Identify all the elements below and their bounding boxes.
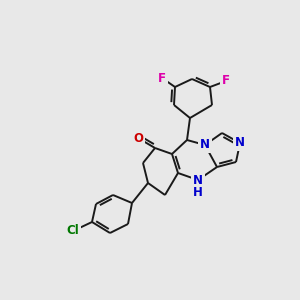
Text: N: N: [193, 173, 203, 187]
Text: F: F: [222, 74, 230, 88]
Text: N: N: [200, 139, 210, 152]
Text: H: H: [193, 185, 203, 199]
Text: Cl: Cl: [67, 224, 80, 238]
Text: N: N: [235, 136, 245, 149]
Text: F: F: [158, 71, 166, 85]
Text: O: O: [133, 131, 143, 145]
